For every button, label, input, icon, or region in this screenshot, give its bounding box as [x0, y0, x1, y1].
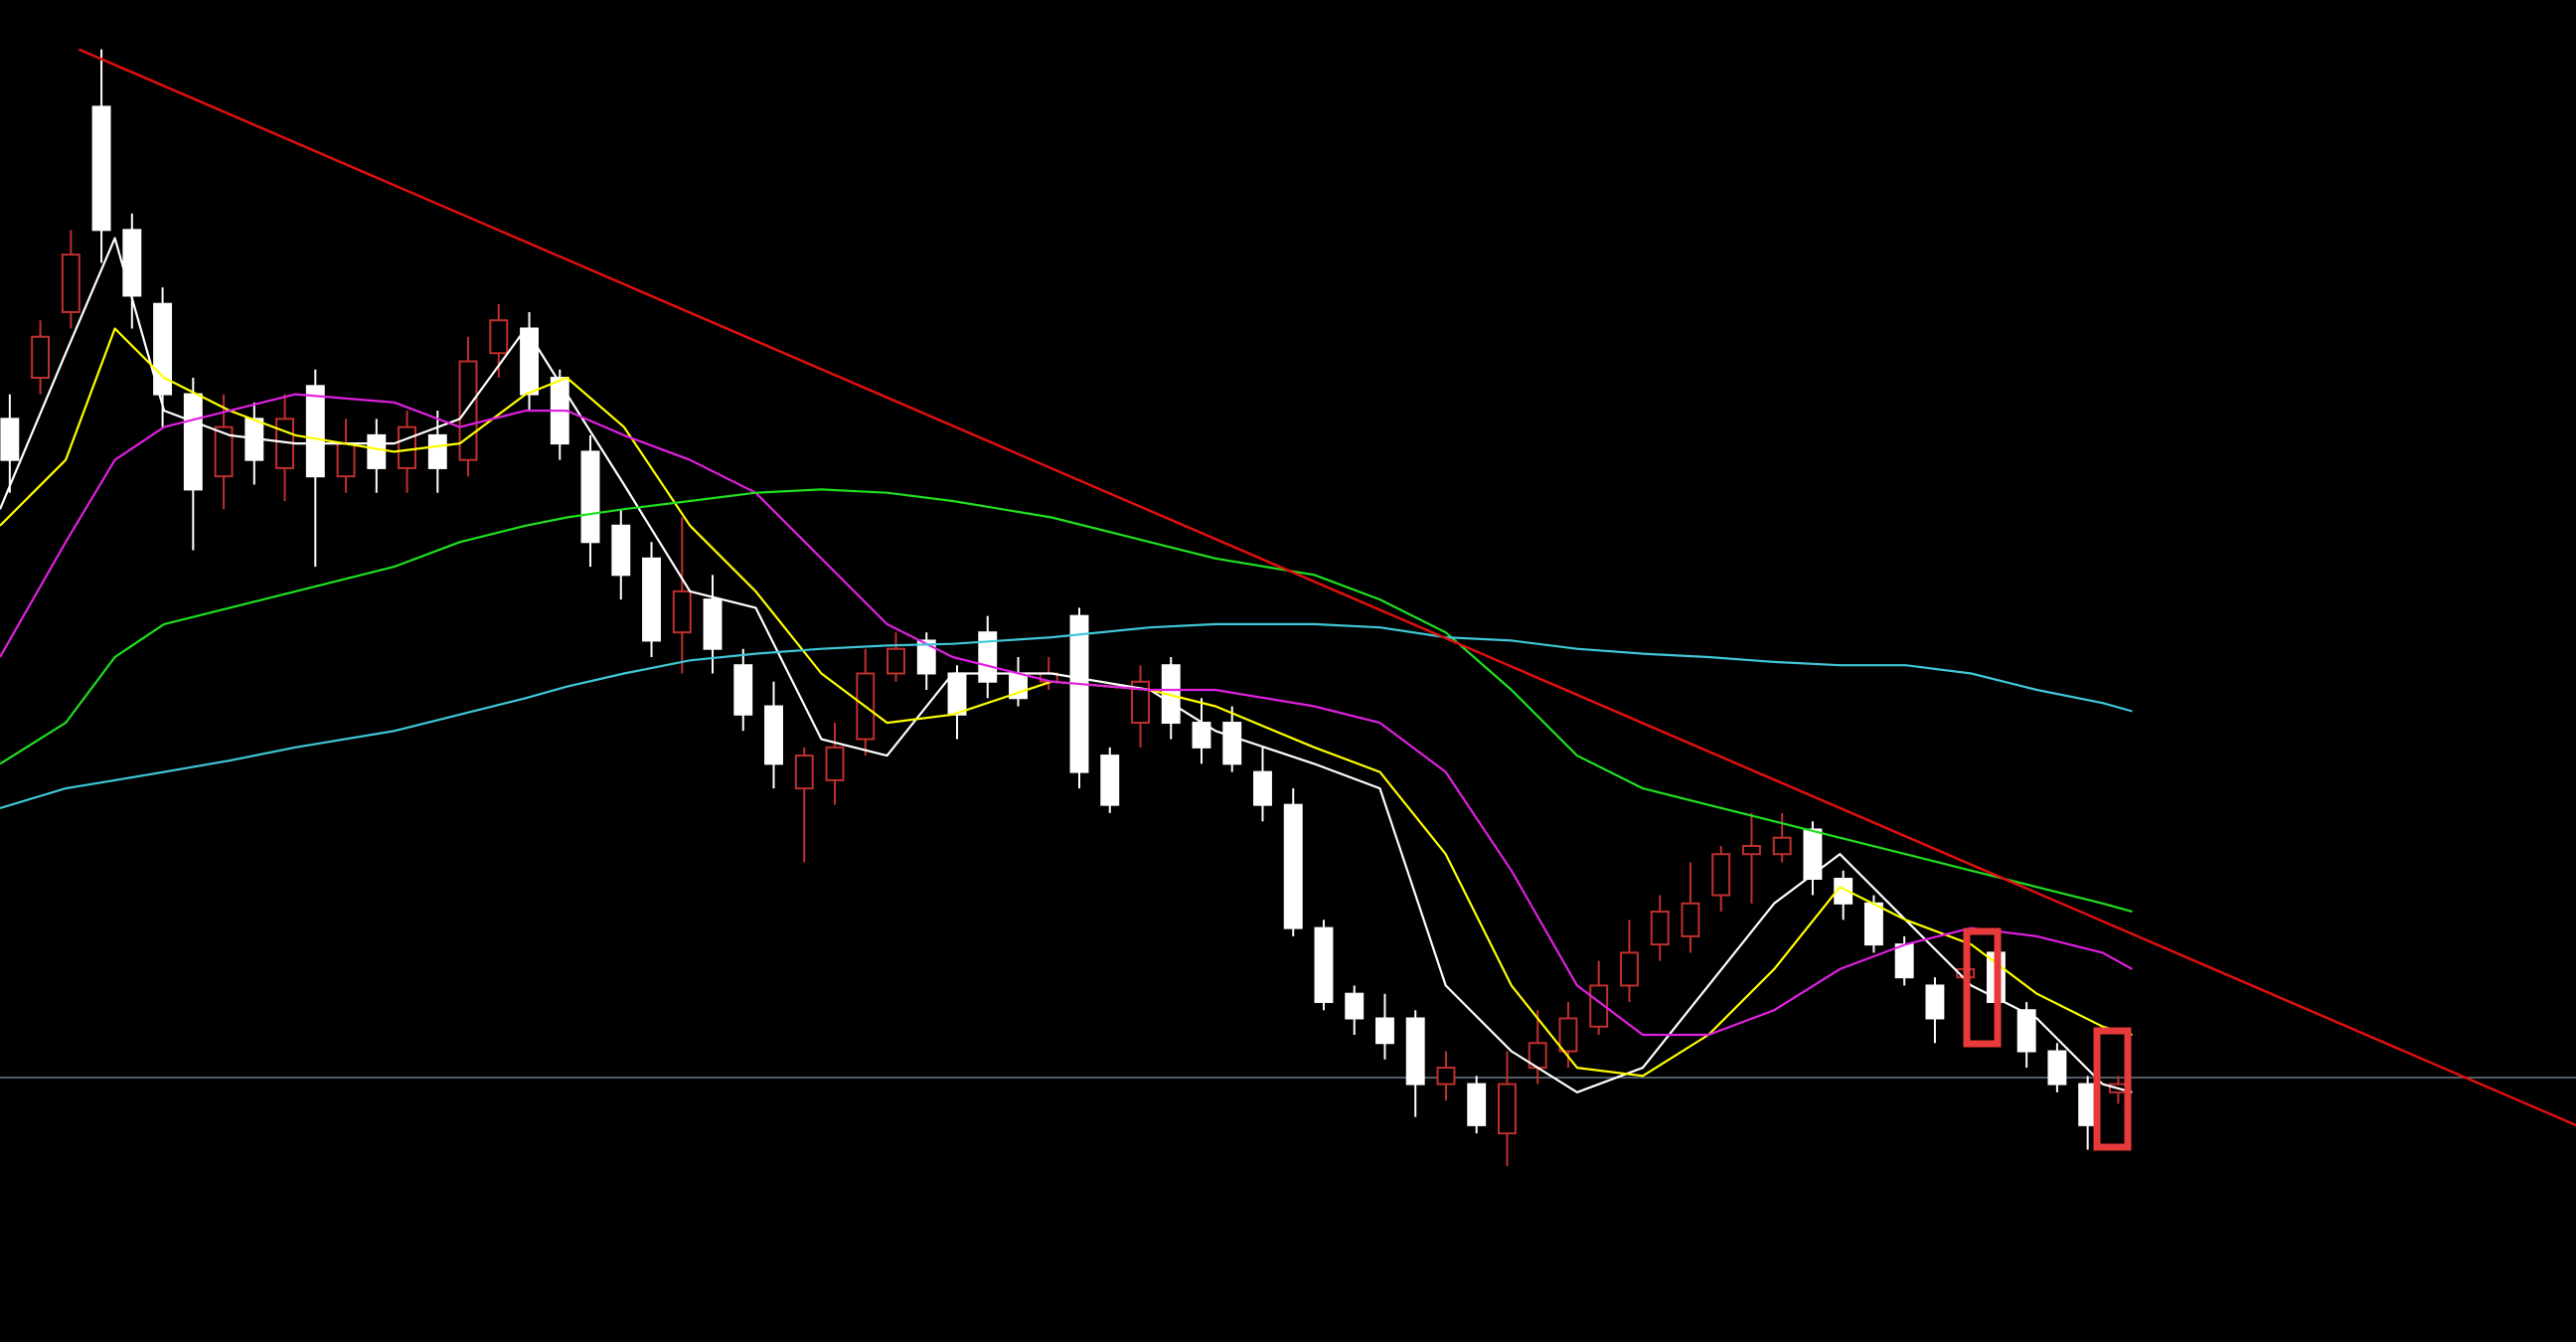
candle-body: [398, 425, 417, 469]
candle-body: [31, 335, 51, 380]
candle-body: [91, 105, 111, 232]
candle-body: [489, 319, 509, 355]
candle-body: [1803, 828, 1823, 881]
candle-body: [1375, 1017, 1394, 1045]
candle-body: [367, 433, 387, 469]
candle-body: [1894, 943, 1914, 979]
candle-body: [1405, 1017, 1425, 1086]
candle-body: [733, 664, 753, 716]
candle-body: [1711, 853, 1731, 897]
candle-body: [1467, 1083, 1487, 1126]
highlight-box: [2093, 1027, 2132, 1151]
candle-body: [1558, 1017, 1578, 1053]
candle-body: [1772, 836, 1792, 856]
candle-body: [642, 557, 661, 642]
candle-body: [947, 672, 967, 716]
candle-body: [183, 393, 203, 491]
candle-body: [1925, 984, 1945, 1020]
candle-body: [1436, 1067, 1456, 1086]
candle-body: [2016, 1009, 2036, 1053]
candle-body: [336, 442, 356, 478]
candle-body: [1100, 755, 1120, 806]
highlight-box: [1963, 927, 2002, 1048]
moving-average-line: [0, 488, 2133, 914]
candle-body: [305, 385, 325, 478]
candle-body: [1069, 614, 1089, 773]
candle-body: [978, 631, 998, 683]
candle-body: [825, 746, 845, 781]
candle-body: [672, 589, 692, 634]
moving-average-line: [0, 237, 2133, 1093]
candle-body: [1283, 803, 1303, 929]
moving-average-line: [0, 622, 2133, 810]
candle-body: [1345, 992, 1365, 1020]
candle-body: [886, 647, 905, 675]
candle-body: [520, 327, 539, 396]
candle-body: [1222, 722, 1242, 765]
candle-body: [1253, 770, 1272, 806]
candle-body: [1619, 951, 1639, 987]
candle-body: [611, 524, 631, 577]
candle-body: [794, 755, 814, 790]
candle-body: [764, 705, 783, 765]
candle-body: [1863, 902, 1883, 946]
candle-body: [1681, 902, 1700, 937]
candle-body: [2047, 1050, 2067, 1086]
trendline: [78, 48, 2576, 1127]
candle-body: [1650, 911, 1670, 946]
candle-body: [1314, 926, 1334, 1003]
candle-body: [580, 450, 600, 544]
candle-body: [1834, 878, 1853, 905]
candle-body: [1741, 844, 1761, 856]
candle-body: [916, 639, 936, 675]
plot-area: [0, 48, 2576, 1167]
candle-body: [61, 253, 80, 313]
candle-body: [1498, 1083, 1517, 1135]
candle-body: [427, 433, 447, 469]
candle-body: [1131, 680, 1150, 725]
moving-average-line: [0, 393, 2134, 1037]
candle-body: [458, 360, 478, 461]
candle-body: [122, 229, 142, 297]
candle-body: [214, 425, 234, 478]
candle-body: [0, 418, 20, 461]
candle-body: [1589, 984, 1609, 1028]
candle-body: [703, 598, 723, 650]
